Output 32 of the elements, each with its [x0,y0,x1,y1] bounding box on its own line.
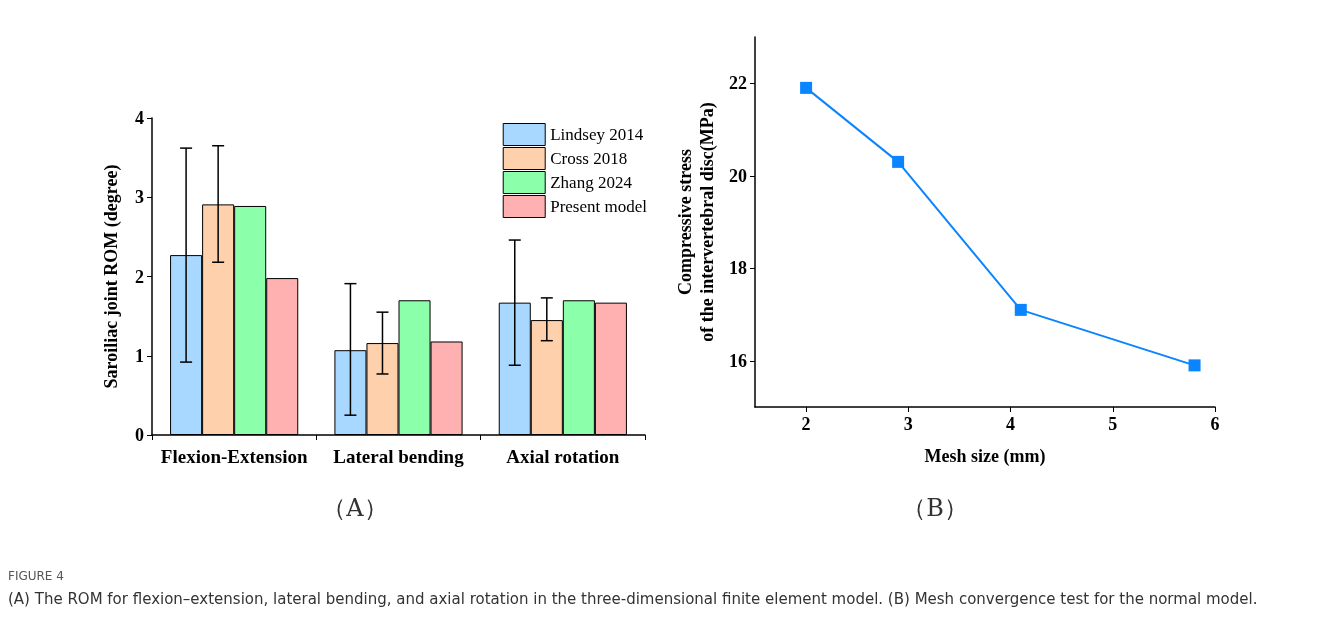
x-axis-title: Mesh size (mm) [924,446,1046,467]
point [1014,303,1027,316]
y-axis-title: Compressive stress of the intervertebral disc(MPa) [675,102,719,342]
y-tick-label: 4 [135,108,144,128]
y-tick-label: 16 [729,350,747,371]
x-tick-label: 3 [903,414,913,434]
x-tick-label: 5 [1108,414,1118,434]
text: (A) The ROM for flexion–extension, lateral bending, and axial rotation in the three-dimensional finite element model. (B) Mesh convergence test for the normal model. [8,589,1259,609]
y-tick-label: 2 [135,266,144,287]
y-tick-label: 3 [135,187,144,208]
text: （A） [321,493,389,524]
x-tick-label: 6 [1210,414,1220,434]
x-tick-label: Flexion-Extension [160,446,308,467]
x-tick-label: Lateral bending [333,446,465,467]
legend-label: Cross 2018 [550,149,628,168]
point [800,81,813,94]
x-tick-label: 2 [801,414,811,434]
x-tick-label: 4 [1006,414,1016,434]
y-tick-label: 1 [135,345,144,366]
y-axis-title: Saroiliac joint ROM (degree) [101,164,122,389]
caption: FIGURE 4 [8,568,65,585]
y-tick-label: 18 [729,258,747,279]
point [1188,359,1201,372]
x-tick-label: Axial rotation [506,446,620,467]
point [892,155,905,168]
y-tick-label: 22 [729,73,747,94]
legend-label: Present model [550,197,648,216]
legend-label: Lindsey 2014 [550,125,644,144]
y-tick-label: 0 [135,425,144,445]
y-tick-label: 20 [729,165,747,186]
legend-label: Zhang 2024 [550,173,633,192]
text: （B） [901,493,969,524]
